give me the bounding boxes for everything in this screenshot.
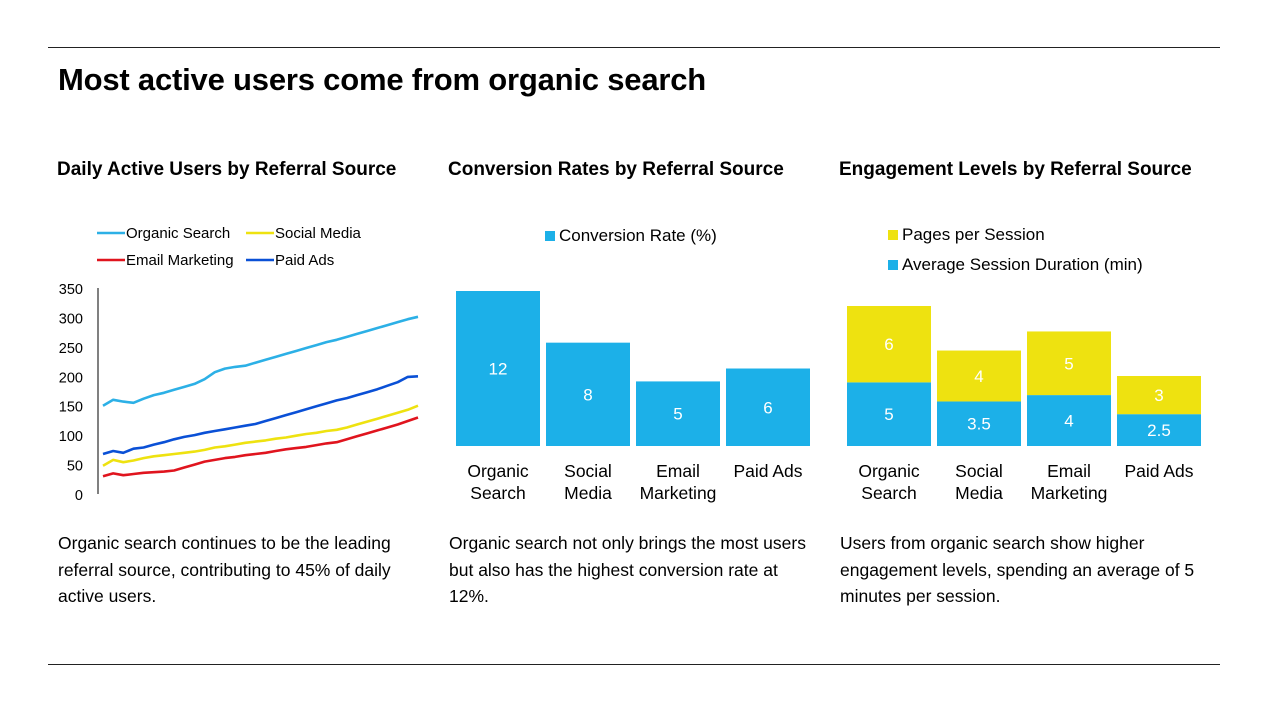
x-category-label: Marketing	[640, 483, 717, 503]
x-category-label: Search	[861, 483, 916, 503]
bar-value-label: 5	[673, 405, 682, 424]
legend-swatch-average-session-duration-min	[888, 260, 898, 270]
bar-value-label: 4	[1064, 412, 1073, 431]
x-category-label: Media	[564, 483, 612, 503]
legend-label-organic-search: Organic Search	[126, 225, 230, 242]
bar-segment-pages-per-session	[1027, 331, 1111, 396]
chart3-caption: Users from organic search show higher en…	[840, 533, 1195, 606]
x-category-label: Search	[470, 483, 525, 503]
page-title: Most active users come from organic sear…	[58, 62, 707, 97]
bar-segment-pages-per-session	[847, 306, 931, 383]
x-category-label: Marketing	[1031, 483, 1108, 503]
bar-value-label: 3	[1154, 386, 1163, 405]
chart2-caption: Organic search not only brings the most …	[449, 533, 806, 606]
bar-value-label: 8	[583, 385, 592, 404]
legend-label-social-media: Social Media	[275, 225, 362, 242]
bar-conversion-rate	[546, 342, 630, 446]
x-category-label: Social	[955, 461, 1003, 481]
top-rule	[48, 47, 1220, 48]
series-line-social-media	[102, 404, 419, 467]
bar-conversion-rate	[456, 291, 540, 446]
bar-value-label: 6	[763, 398, 772, 417]
x-category-label: Media	[955, 483, 1003, 503]
bottom-rule	[48, 664, 1220, 665]
y-tick-label: 100	[59, 429, 83, 445]
legend-label-email-marketing: Email Marketing	[126, 252, 234, 269]
legend-label-conversion-rate: Conversion Rate (%)	[559, 226, 717, 245]
bar-value-label: 5	[884, 405, 893, 424]
x-category-label: Paid Ads	[733, 461, 802, 481]
y-tick-label: 0	[75, 488, 83, 504]
bar-value-label: 12	[489, 360, 508, 379]
bar-segment-pages-per-session	[937, 350, 1021, 402]
series-line-paid-ads	[102, 375, 419, 456]
legend-label-paid-ads: Paid Ads	[275, 252, 334, 269]
bar-value-label: 4	[974, 367, 983, 386]
x-category-label: Email	[656, 461, 700, 481]
legend-swatch-pages-per-session	[888, 230, 898, 240]
y-tick-label: 250	[59, 341, 83, 357]
bar-conversion-rate	[726, 368, 810, 446]
x-category-label: Organic	[858, 461, 920, 481]
chart1-title: Daily Active Users by Referral Source	[57, 159, 397, 180]
bar-segment-average-session-duration-min	[1027, 395, 1111, 446]
y-tick-label: 350	[59, 282, 83, 298]
bar-segment-average-session-duration-min	[847, 382, 931, 446]
x-category-label: Paid Ads	[1124, 461, 1193, 481]
bar-value-label: 5	[1064, 354, 1073, 373]
y-tick-label: 300	[59, 311, 83, 327]
bar-segment-pages-per-session	[1117, 376, 1201, 415]
legend-swatch-conversion-rate	[545, 231, 555, 241]
legend-label-pages-per-session: Pages per Session	[902, 225, 1045, 244]
bar-value-label: 6	[884, 335, 893, 354]
y-tick-label: 50	[67, 459, 83, 475]
series-line-email-marketing	[102, 416, 419, 478]
bar-value-label: 3.5	[967, 415, 991, 434]
bar-segment-average-session-duration-min	[937, 401, 1021, 446]
chart2-title: Conversion Rates by Referral Source	[448, 159, 784, 180]
series-line-organic-search	[102, 315, 419, 407]
y-tick-label: 200	[59, 370, 83, 386]
x-category-label: Social	[564, 461, 612, 481]
bar-value-label: 2.5	[1147, 421, 1171, 440]
x-category-label: Email	[1047, 461, 1091, 481]
bar-segment-average-session-duration-min	[1117, 414, 1201, 446]
chart1-caption: Organic search continues to be the leadi…	[58, 533, 391, 606]
y-tick-label: 150	[59, 400, 83, 416]
x-category-label: Organic	[467, 461, 529, 481]
bar-conversion-rate	[636, 381, 720, 446]
chart3-title: Engagement Levels by Referral Source	[839, 159, 1192, 180]
legend-label-average-session-duration-min: Average Session Duration (min)	[902, 255, 1143, 274]
